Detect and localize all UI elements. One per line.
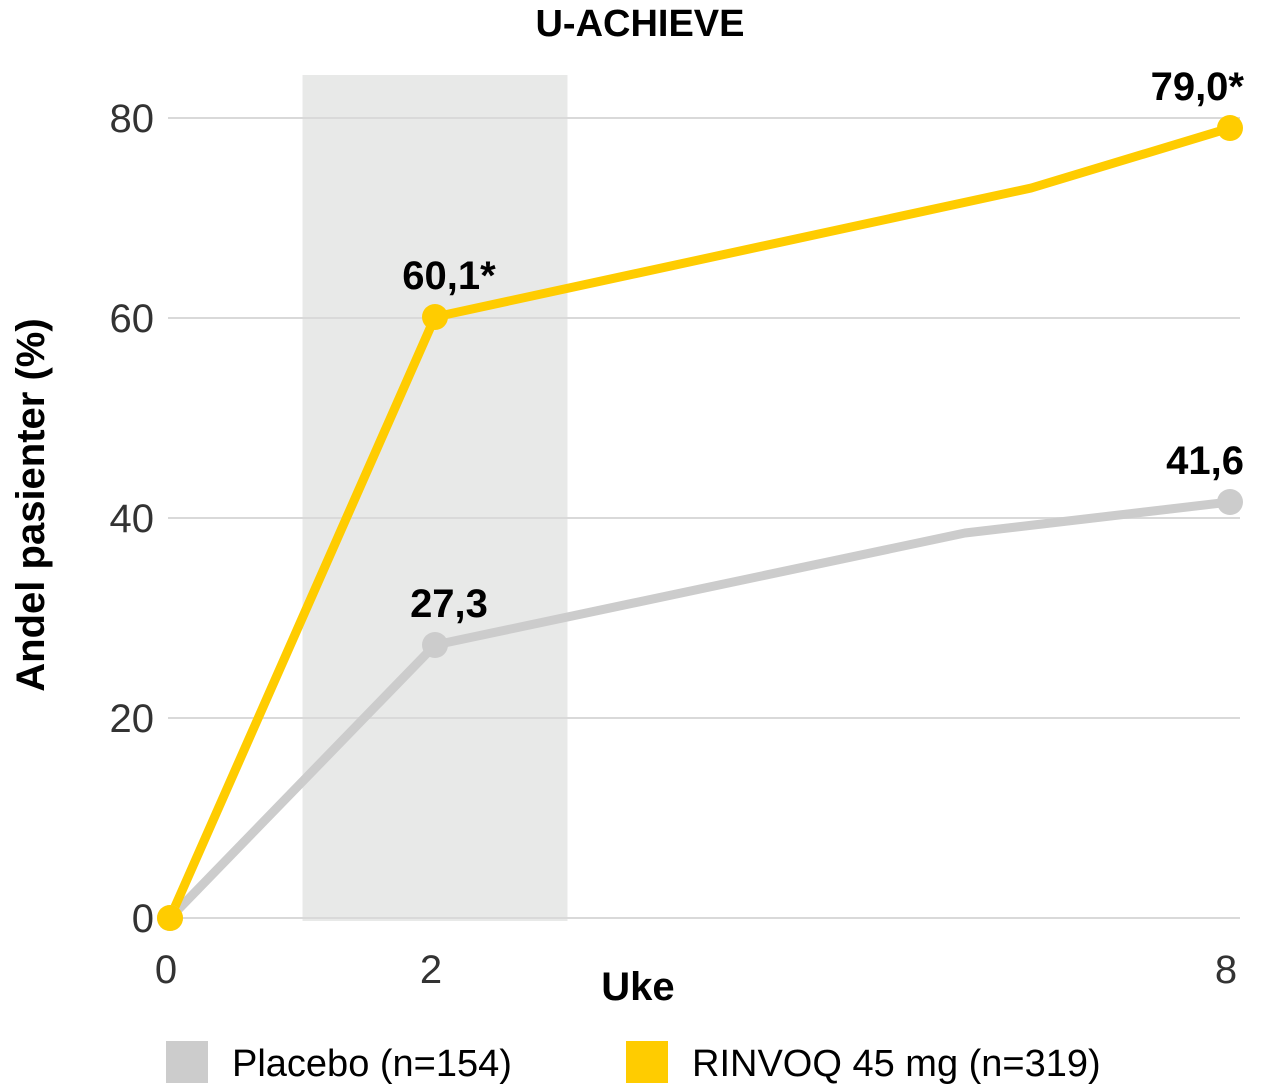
series-lines	[165, 123, 1235, 923]
series-points	[157, 115, 1243, 931]
legend-label-rinvoq: RINVOQ 45 mg (n=319)	[692, 1043, 1101, 1085]
data-label-placebo-1: 27,3	[410, 582, 488, 626]
data-point-rinvoq-3	[1217, 115, 1243, 141]
legend-item-rinvoq: RINVOQ 45 mg (n=319)	[626, 1041, 1101, 1085]
legend-item-placebo: Placebo (n=154)	[166, 1041, 512, 1085]
data-label-rinvoq-3: 79,0*	[1151, 65, 1245, 109]
x-tick-label-2: 2	[420, 948, 442, 992]
data-point-placebo-3	[1217, 489, 1243, 515]
legend-label-placebo: Placebo (n=154)	[232, 1043, 512, 1085]
legend-swatch-rinvoq	[626, 1041, 668, 1083]
data-point-rinvoq-0	[157, 905, 183, 931]
legend-swatch-placebo	[166, 1041, 208, 1083]
x-axis-label: Uke	[601, 965, 674, 1009]
y-tick-label-40: 40	[110, 497, 155, 541]
series-line-rinvoq	[165, 123, 1235, 923]
series-line-placebo	[165, 497, 1235, 923]
y-tick-labels: 0 20 40 60 80	[110, 97, 155, 941]
x-tick-label-8: 8	[1215, 948, 1237, 992]
y-tick-label-80: 80	[110, 97, 155, 141]
data-point-placebo-1	[422, 632, 448, 658]
x-tick-label-0: 0	[155, 948, 177, 992]
data-label-placebo-3: 41,6	[1166, 439, 1244, 483]
shaded-band	[302, 75, 568, 921]
y-tick-label-60: 60	[110, 297, 155, 341]
data-label-rinvoq-1: 60,1*	[402, 254, 496, 298]
shaded-band-layer	[302, 75, 568, 921]
data-labels: 27,3 41,6 60,1* 79,0*	[402, 65, 1244, 626]
data-point-rinvoq-1	[422, 304, 448, 330]
y-tick-label-20: 20	[110, 697, 155, 741]
legend: Placebo (n=154) RINVOQ 45 mg (n=319)	[166, 1041, 1101, 1085]
chart-title: U-ACHIEVE	[535, 3, 744, 45]
x-tick-labels: 0 2 8	[155, 948, 1237, 992]
y-axis-label: Andel pasienter (%)	[9, 318, 53, 691]
y-tick-label-0: 0	[132, 897, 154, 941]
